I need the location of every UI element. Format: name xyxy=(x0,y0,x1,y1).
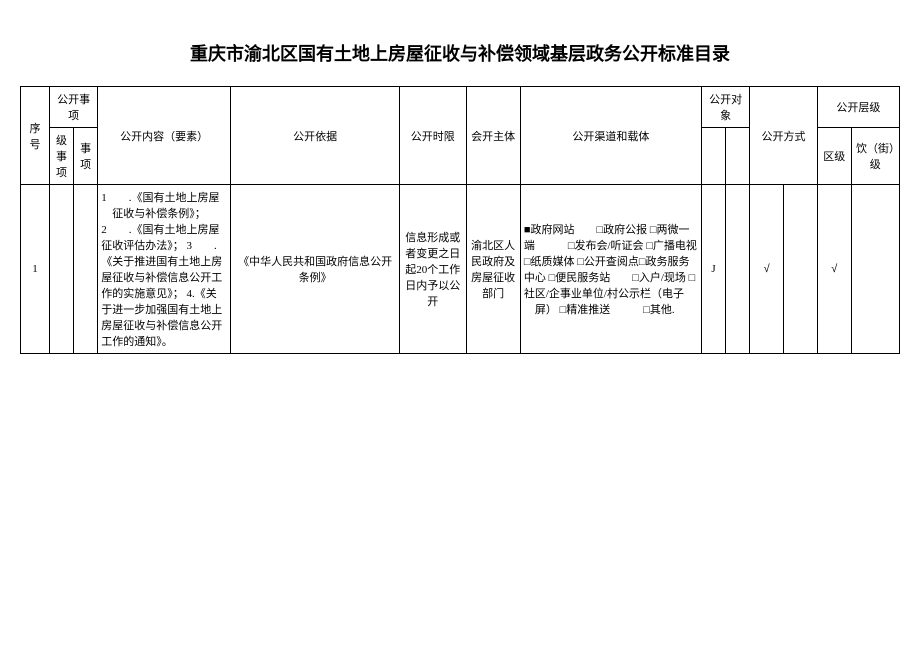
cell-lvl1 xyxy=(49,185,73,354)
cell-seq: 1 xyxy=(21,185,50,354)
cell-basis: 《中华人民共和国政府信息公开条例》 xyxy=(231,185,400,354)
cell-time: 信息形成或者变更之日起20个工作日内予以公开 xyxy=(400,185,466,354)
page-title: 重庆市渝北区国有土地上房屋征收与补偿领域基层政务公开标准目录 xyxy=(20,40,900,66)
th-lv-district: 区级 xyxy=(817,128,851,185)
th-subject: 会开主体 xyxy=(466,87,520,185)
cell-lvl2 xyxy=(74,185,98,354)
cell-content: 1 .《国有土地上房屋 征收与补偿条例》； 2 .《国有土地上房屋征收评估办法》… xyxy=(98,185,231,354)
table-row: 1 1 .《国有土地上房屋 征收与补偿条例》； 2 .《国有土地上房屋征收评估办… xyxy=(21,185,900,354)
th-seq: 序号 xyxy=(21,87,50,185)
th-channel: 公开渠道和载体 xyxy=(520,87,701,185)
th-way: 公开方式 xyxy=(750,87,818,185)
cell-way2 xyxy=(784,185,818,354)
th-level: 公开层级 xyxy=(817,87,899,128)
th-matters: 公开事项 xyxy=(49,87,97,128)
cell-obj2 xyxy=(726,185,750,354)
cell-obj1: J xyxy=(701,185,725,354)
th-lvl1: 级事项 xyxy=(49,128,73,185)
th-lv-street: 饮（街）级 xyxy=(851,128,899,185)
th-obj2 xyxy=(726,128,750,185)
th-lvl2: 事项 xyxy=(74,128,98,185)
standards-table: 序号 公开事项 公开内容（要素） 公开依据 公开时限 会开主体 公开渠道和载体 … xyxy=(20,86,900,354)
cell-way1: √ xyxy=(750,185,784,354)
th-object: 公开对象 xyxy=(701,87,749,128)
cell-subject: 渝北区人民政府及房屋征收部门 xyxy=(466,185,520,354)
th-time: 公开时限 xyxy=(400,87,466,185)
cell-channel: ■政府网站 □政府公报 □两微一端 □发布会/听证会 □广播电视 □纸质媒体 □… xyxy=(520,185,701,354)
cell-lv2 xyxy=(851,185,899,354)
th-obj1 xyxy=(701,128,725,185)
cell-lv1: √ xyxy=(817,185,851,354)
th-basis: 公开依据 xyxy=(231,87,400,185)
th-content: 公开内容（要素） xyxy=(98,87,231,185)
